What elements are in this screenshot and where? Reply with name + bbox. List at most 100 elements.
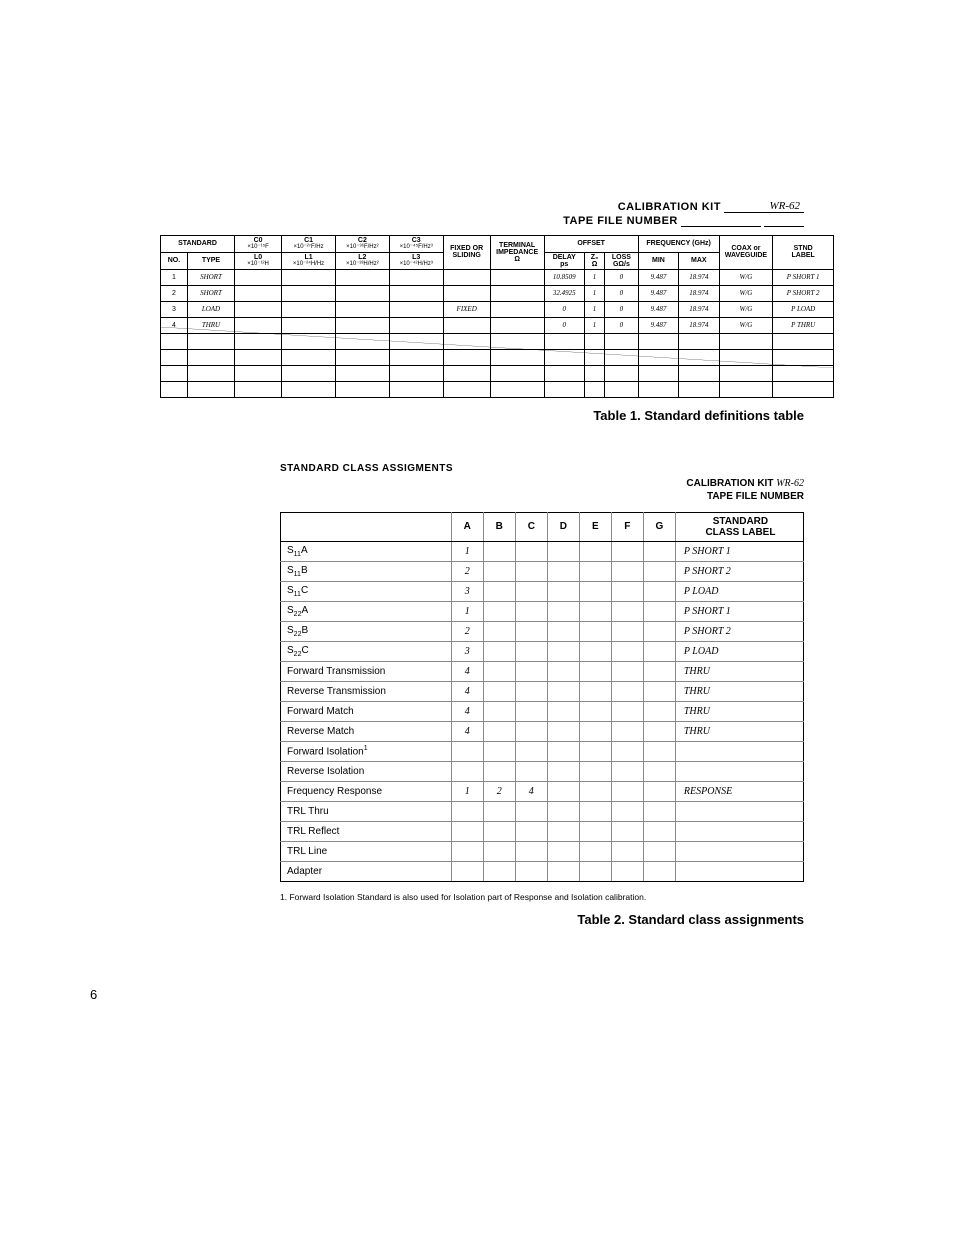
table-cell (679, 381, 719, 397)
table-cell (335, 301, 389, 317)
table-cell (443, 317, 490, 333)
table-cell (483, 741, 515, 761)
table-row: 4THRU0109.48718.974W/GP THRU (161, 317, 834, 333)
table-cell (335, 333, 389, 349)
t1-hdr-z0: Z₀ Ω (584, 252, 604, 269)
table-cell (490, 285, 544, 301)
table-cell (235, 381, 282, 397)
table-cell (483, 721, 515, 741)
table-cell (605, 349, 639, 365)
table-cell: 9.487 (638, 285, 678, 301)
table-cell (773, 333, 834, 349)
table-cell (235, 301, 282, 317)
table-cell (161, 333, 188, 349)
table-cell (443, 381, 490, 397)
table-cell (483, 581, 515, 601)
t1-hdr-l1: L1×10⁻²⁴H/Hz (282, 252, 336, 269)
table-cell (389, 349, 443, 365)
table-cell (611, 581, 643, 601)
table-cell (483, 821, 515, 841)
t2-cal-kit-label: CALIBRATION KIT (686, 478, 773, 489)
table-cell (389, 365, 443, 381)
table-cell (638, 365, 678, 381)
table-cell (515, 621, 547, 641)
t2-class-label: P SHORT 1 (675, 601, 803, 621)
table-cell (643, 621, 675, 641)
t2-row-name: Reverse Transmission (281, 681, 452, 701)
table-cell (584, 333, 604, 349)
table-cell (579, 621, 611, 641)
table-cell (483, 681, 515, 701)
table-row: Adapter (281, 861, 804, 881)
table-cell: 4 (515, 781, 547, 801)
table-cell (161, 381, 188, 397)
table-cell: 1 (584, 285, 604, 301)
table-cell: 1 (584, 269, 604, 285)
table-cell (605, 333, 639, 349)
t2-class-label: P SHORT 2 (675, 621, 803, 641)
table-cell: P LOAD (773, 301, 834, 317)
table-cell (611, 641, 643, 661)
table-cell (547, 841, 579, 861)
table-cell (282, 349, 336, 365)
table-cell (515, 581, 547, 601)
table-cell: 2 (451, 561, 483, 581)
standard-definitions-table: STANDARD C0×10⁻¹⁵F C1×10⁻²⁷F/Hz C2×10⁻³⁶… (160, 235, 834, 398)
t2-class-label-header: STANDARD CLASS LABEL (675, 512, 803, 541)
table-cell (515, 861, 547, 881)
table-cell (579, 761, 611, 781)
table-row: Frequency Response124RESPONSE (281, 781, 804, 801)
table-row: S22B2P SHORT 2 (281, 621, 804, 641)
table-cell (638, 381, 678, 397)
table-cell (547, 641, 579, 661)
table-cell (389, 317, 443, 333)
table-cell (679, 333, 719, 349)
table2-footnote: 1. Forward Isolation Standard is also us… (280, 892, 894, 902)
table-cell (547, 621, 579, 641)
table-cell (579, 681, 611, 701)
table-cell (483, 621, 515, 641)
table-cell (547, 561, 579, 581)
table-cell (605, 365, 639, 381)
table-cell (611, 621, 643, 641)
table-cell: 0 (544, 301, 584, 317)
table-cell (490, 317, 544, 333)
table-cell (187, 333, 234, 349)
t1-hdr-l2: L2×10⁻³³H/Hz² (335, 252, 389, 269)
table-row: 3LOADFIXED0109.48718.974W/GP LOAD (161, 301, 834, 317)
table-cell (282, 365, 336, 381)
table-cell: P SHORT 1 (773, 269, 834, 285)
table-cell (235, 269, 282, 285)
table-row: Reverse Match4THRU (281, 721, 804, 741)
table-cell: 2 (483, 781, 515, 801)
table-cell: 10.8509 (544, 269, 584, 285)
table-cell (335, 285, 389, 301)
table-cell (643, 701, 675, 721)
t2-row-name: S11B (281, 561, 452, 581)
cal-kit-value: WR-62 (724, 200, 804, 213)
table-cell (389, 269, 443, 285)
table-cell: 2 (161, 285, 188, 301)
t1-hdr-type: TYPE (187, 252, 234, 269)
table-cell (483, 801, 515, 821)
table-cell (611, 701, 643, 721)
table-row: S22C3P LOAD (281, 641, 804, 661)
table-cell (443, 349, 490, 365)
table-cell (547, 741, 579, 761)
t2-col-header: G (643, 512, 675, 541)
tape-file-label: TAPE FILE NUMBER (563, 215, 678, 227)
table-cell (483, 661, 515, 681)
table-cell (611, 561, 643, 581)
table-cell: 1 (161, 269, 188, 285)
table-cell (282, 269, 336, 285)
table-cell (643, 561, 675, 581)
table-cell (490, 365, 544, 381)
t1-hdr-coax-wg: COAX or WAVEGUIDE (719, 236, 773, 270)
table-cell (611, 541, 643, 561)
table-cell (515, 761, 547, 781)
table-cell (643, 681, 675, 701)
table-cell (335, 365, 389, 381)
t2-class-label: THRU (675, 721, 803, 741)
table-cell (490, 381, 544, 397)
table-cell: 18.974 (679, 301, 719, 317)
